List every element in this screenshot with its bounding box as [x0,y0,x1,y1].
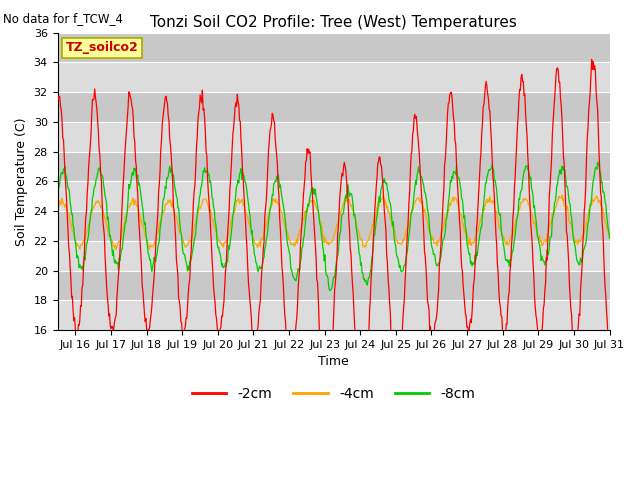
Text: TZ_soilco2: TZ_soilco2 [66,41,138,55]
Text: No data for f_TCW_4: No data for f_TCW_4 [3,12,123,25]
Y-axis label: Soil Temperature (C): Soil Temperature (C) [15,117,28,246]
Bar [58,62,609,92]
Legend: -2cm, -4cm, -8cm: -2cm, -4cm, -8cm [186,381,481,407]
Bar [58,181,609,211]
Bar [58,271,609,300]
Bar [58,33,609,62]
X-axis label: Time: Time [318,355,349,368]
Bar [58,300,609,330]
Bar [58,92,609,122]
Title: Tonzi Soil CO2 Profile: Tree (West) Temperatures: Tonzi Soil CO2 Profile: Tree (West) Temp… [150,15,517,30]
Bar [58,152,609,181]
Bar [58,211,609,241]
Bar [58,122,609,152]
Bar [58,241,609,271]
